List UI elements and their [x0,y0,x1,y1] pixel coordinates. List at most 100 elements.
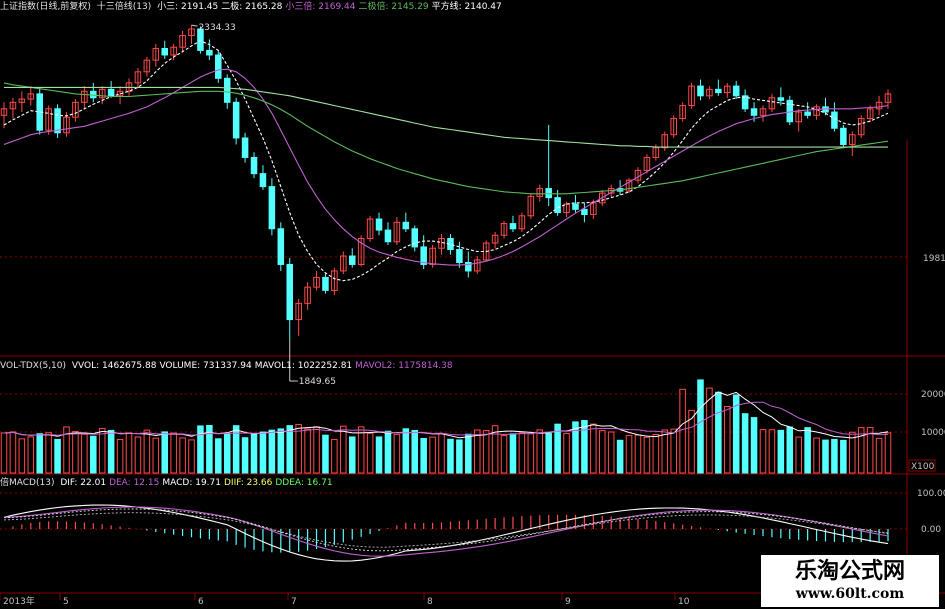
volume-header-item: VVOL: 1462675.88 [71,361,157,371]
volume-bar [45,432,52,474]
candle-body [0,108,8,116]
candle-body [652,147,660,158]
x-axis-label: 5 [63,597,69,607]
candle-body [277,228,285,265]
volume-bar [572,421,579,474]
macd-header-item: MACD: 19.71 [162,478,221,488]
candle-body [340,255,347,272]
candle-body [304,286,311,304]
candle-body [268,186,276,230]
volume-bar [134,436,142,474]
volume-bar [179,437,186,474]
volume-bar [18,438,26,474]
ma-line [3,68,889,266]
index-title: 上证指数(日线,前复权) [0,2,91,12]
volume-bar [81,433,88,474]
volume-bar [313,426,320,474]
candle-body [697,85,704,97]
candle-body [134,71,142,84]
candle-body [322,276,329,291]
candle-body [563,203,570,214]
candle-body [625,179,633,192]
volume-bar [232,425,240,474]
candle-body [411,228,419,248]
macd-header-item: DIIF: 23.66 [223,478,273,488]
volume-bar [348,436,356,474]
volume-bar [107,429,115,474]
candle-body [81,90,88,103]
high-marker [191,24,198,27]
candle-body [206,49,213,56]
volume-bar [250,433,258,474]
candle-body [581,208,588,216]
volume-bar [625,435,633,474]
x-axis-label: 8 [427,597,433,607]
volume-bar [590,423,597,474]
volume-bar [143,429,151,474]
candle-body [572,203,579,210]
volume-bar [491,425,499,474]
macd-panel-header: 倍MACD(13) DIF: 22.01 DEA: 12.15 MACD: 19.7… [0,476,339,490]
volume-bar [866,426,874,474]
volume-bar [331,438,338,474]
candle-body [161,47,168,56]
candle-body [366,218,374,240]
volume-bar [447,438,454,474]
candle-body [661,134,669,149]
volume-bar [804,427,811,474]
volume-bar [456,439,463,474]
candle-body [857,118,865,136]
x-axis-label: 6 [198,597,204,607]
main-panel-header: 上证指数(日线,前复权) 十三倍线(13) 小三: 2191.45 二极: 216… [0,0,508,14]
candle-body [72,101,79,118]
volume-bar [679,388,686,474]
candle-body [179,35,186,48]
macd-dif-line [3,504,889,562]
volume-bar [366,432,374,474]
volume-indicator-name: VOL-TDX(5,10) [0,361,67,371]
candle-body [884,93,892,103]
volume-header-item: VOLUME: 731337.94 [159,361,252,371]
volume-bar [670,428,677,474]
candle-body [429,247,436,265]
candle-body [724,85,731,94]
volume-bar [197,425,204,474]
volume-bar [715,391,722,474]
candle-body [679,105,686,120]
volume-bar [634,434,642,474]
candle-body [813,106,820,116]
x-axis-label: 7 [291,597,297,607]
candle-body [18,98,26,103]
main-header-item: 二极倍: 2145.29 [358,2,429,12]
candle-body [295,302,302,321]
candle-body [393,221,401,243]
macd-indicator-name: 倍MACD(13) [0,478,55,488]
candle-body [188,28,195,37]
candle-body [250,156,258,175]
volume-unit-label: X100 [911,462,935,472]
candle-body [9,101,17,110]
ma-line [4,86,888,148]
low-price-label: 1849.65 [299,377,336,387]
candle-body [348,255,356,265]
volume-bar [581,420,588,474]
volume-bar [438,433,445,474]
volume-bar [259,431,267,474]
volume-bar [518,432,526,474]
candle-body [554,197,561,214]
candle-body [107,88,115,97]
volume-bar [277,428,285,474]
candle-body [420,246,427,265]
volume-bar [500,435,508,474]
volume-bar [188,439,195,474]
candle-body [777,97,785,101]
main-header-item: 小三: 2191.45 [157,2,219,12]
x-axis-label: 9 [565,597,571,607]
macd-header-item: DIF: 22.01 [60,478,107,488]
volume-bar [724,405,731,474]
volume-bar [884,432,892,474]
volume-bar [152,437,160,474]
volume-bar [768,429,776,474]
volume-bar [786,426,794,474]
